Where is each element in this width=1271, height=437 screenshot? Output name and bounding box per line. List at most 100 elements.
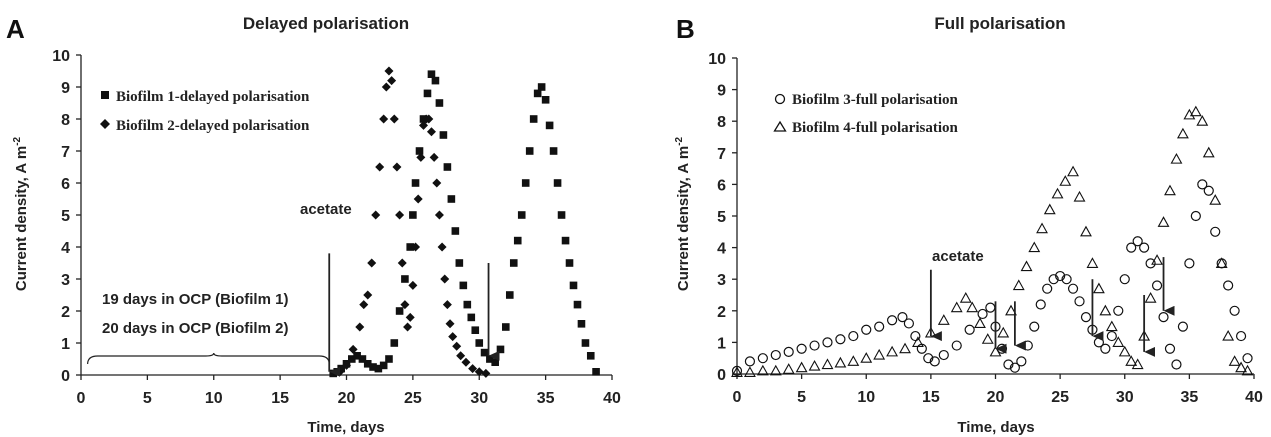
data-point-diamond [359,300,369,310]
data-point-circle [1009,362,1020,373]
data-point-square [565,259,574,267]
data-point-circle [1080,312,1092,323]
legend-marker-circle [774,93,786,105]
y-axis-label-b-superscript: -2 [674,136,685,145]
data-point-square [409,211,417,219]
data-point-square [455,259,464,267]
data-point-triangle [1131,358,1144,370]
data-point-circle [897,312,908,323]
data-point-square [537,83,546,91]
x-tick-label: 25 [1051,389,1069,406]
data-point-triangle [1209,194,1222,205]
data-point-diamond [389,114,399,124]
x-tick-label: 25 [404,390,422,407]
x-tick-label: 35 [1180,389,1198,406]
data-point-circle [848,330,859,342]
data-point-triangle [1235,361,1248,373]
y-tick-label: 5 [717,209,726,226]
chart-panel-b: B Full polarisation 0 5 10 15 20 25 30 35 400123… [674,14,1263,436]
data-point-diamond [408,280,418,290]
data-point-triangle [1222,329,1235,341]
y-tick-label: 9 [61,80,70,97]
data-point-triangle [769,364,782,376]
data-point-circle [938,349,949,361]
data-point-square [379,361,388,370]
data-point-triangle [966,301,979,313]
data-point-square [427,70,436,78]
data-point-triangle [1176,127,1189,139]
data-point-circle [1067,283,1079,294]
data-point-square [513,236,522,245]
data-point-square [505,291,514,299]
data-point-square [496,345,505,354]
data-point-triangle [1099,304,1112,316]
data-point-square [577,320,586,328]
data-point-square [390,339,399,347]
data-point-diamond [424,114,434,124]
y-axis-label-b: Current density, A m-2 [674,136,692,291]
data-point-square [471,326,480,334]
data-point-circle [916,343,927,354]
data-point-square [348,355,356,363]
data-point-square [406,243,415,251]
data-point-triangle [1144,292,1157,303]
data-point-triangle [1092,282,1105,294]
data-point-diamond [434,210,444,220]
plot-area-b: 0 5 10 15 20 25 30 35 40 0 1 2 3 4 5 6 7 8 9 10 [708,51,1263,406]
data-point-triangle [821,358,834,370]
data-point-square [353,352,361,360]
legend-label-biofilm-4: Biofilm 4-full polarisation [792,120,959,136]
data-point-diamond [411,242,421,252]
data-point-square [385,355,393,363]
data-point-triangle [873,348,886,360]
data-point-square [423,89,432,98]
data-point-triangle [1028,241,1041,253]
plot-area-a: 0 5 10 15 20 25 30 35 40 0 1 2 3 4 5 6 7 8 9 10 [52,48,621,407]
data-point-circle [822,337,833,348]
data-point-circle [1177,321,1189,332]
data-point-diamond [400,300,410,310]
data-point-diamond [403,322,413,332]
data-point-circle [809,340,820,351]
data-point-square [451,227,460,235]
data-point-circle [1197,179,1208,190]
data-point-triangle [1051,187,1064,199]
data-point-circle [1126,242,1137,253]
x-axis-label-b: Time, days [957,419,1034,436]
x-tick-label: 40 [603,390,621,407]
data-point-circle [1229,305,1240,316]
data-point-triangle [1059,175,1072,186]
data-point-circle [910,330,921,342]
annotation-acetate-b: acetate [932,248,984,265]
legend-label-biofilm-2: Biofilm 2-delayed polarisation [116,118,310,134]
data-point-square [569,281,578,290]
data-point-diamond [405,312,415,322]
data-point-triangle [1020,260,1033,272]
data-point-circle [1184,258,1195,269]
data-point-square [573,300,582,309]
annotation-ocp-biofilm-2: 20 days in OCP (Biofilm 2) [102,320,288,337]
legend-a: Biofilm 1-delayed polarisation Biofilm 2… [100,89,310,134]
data-point-circle [1235,330,1247,342]
data-point-triangle [899,342,911,354]
data-point-circle [951,340,962,351]
y-tick-label: 6 [717,177,726,194]
legend-marker-diamond [100,119,110,129]
data-point-square [358,355,367,363]
y-tick-label: 0 [61,368,70,385]
chart-title-a: Delayed polarisation [243,14,409,33]
data-point-circle [985,302,996,313]
data-point-triangle [1105,320,1118,332]
x-tick-label: 20 [338,390,356,407]
data-point-circle [1164,343,1176,354]
y-axis-label-b-text: Current density, A m [675,146,692,291]
panel-letter-b: B [676,14,695,44]
data-point-triangle [937,314,950,325]
data-point-diamond [363,290,373,300]
data-point-square [549,147,558,155]
data-point-triangle [981,333,994,344]
data-point-circle [1022,340,1033,351]
data-point-circle [1042,283,1053,294]
data-point-diamond [392,162,402,172]
data-point-circle [757,353,768,364]
